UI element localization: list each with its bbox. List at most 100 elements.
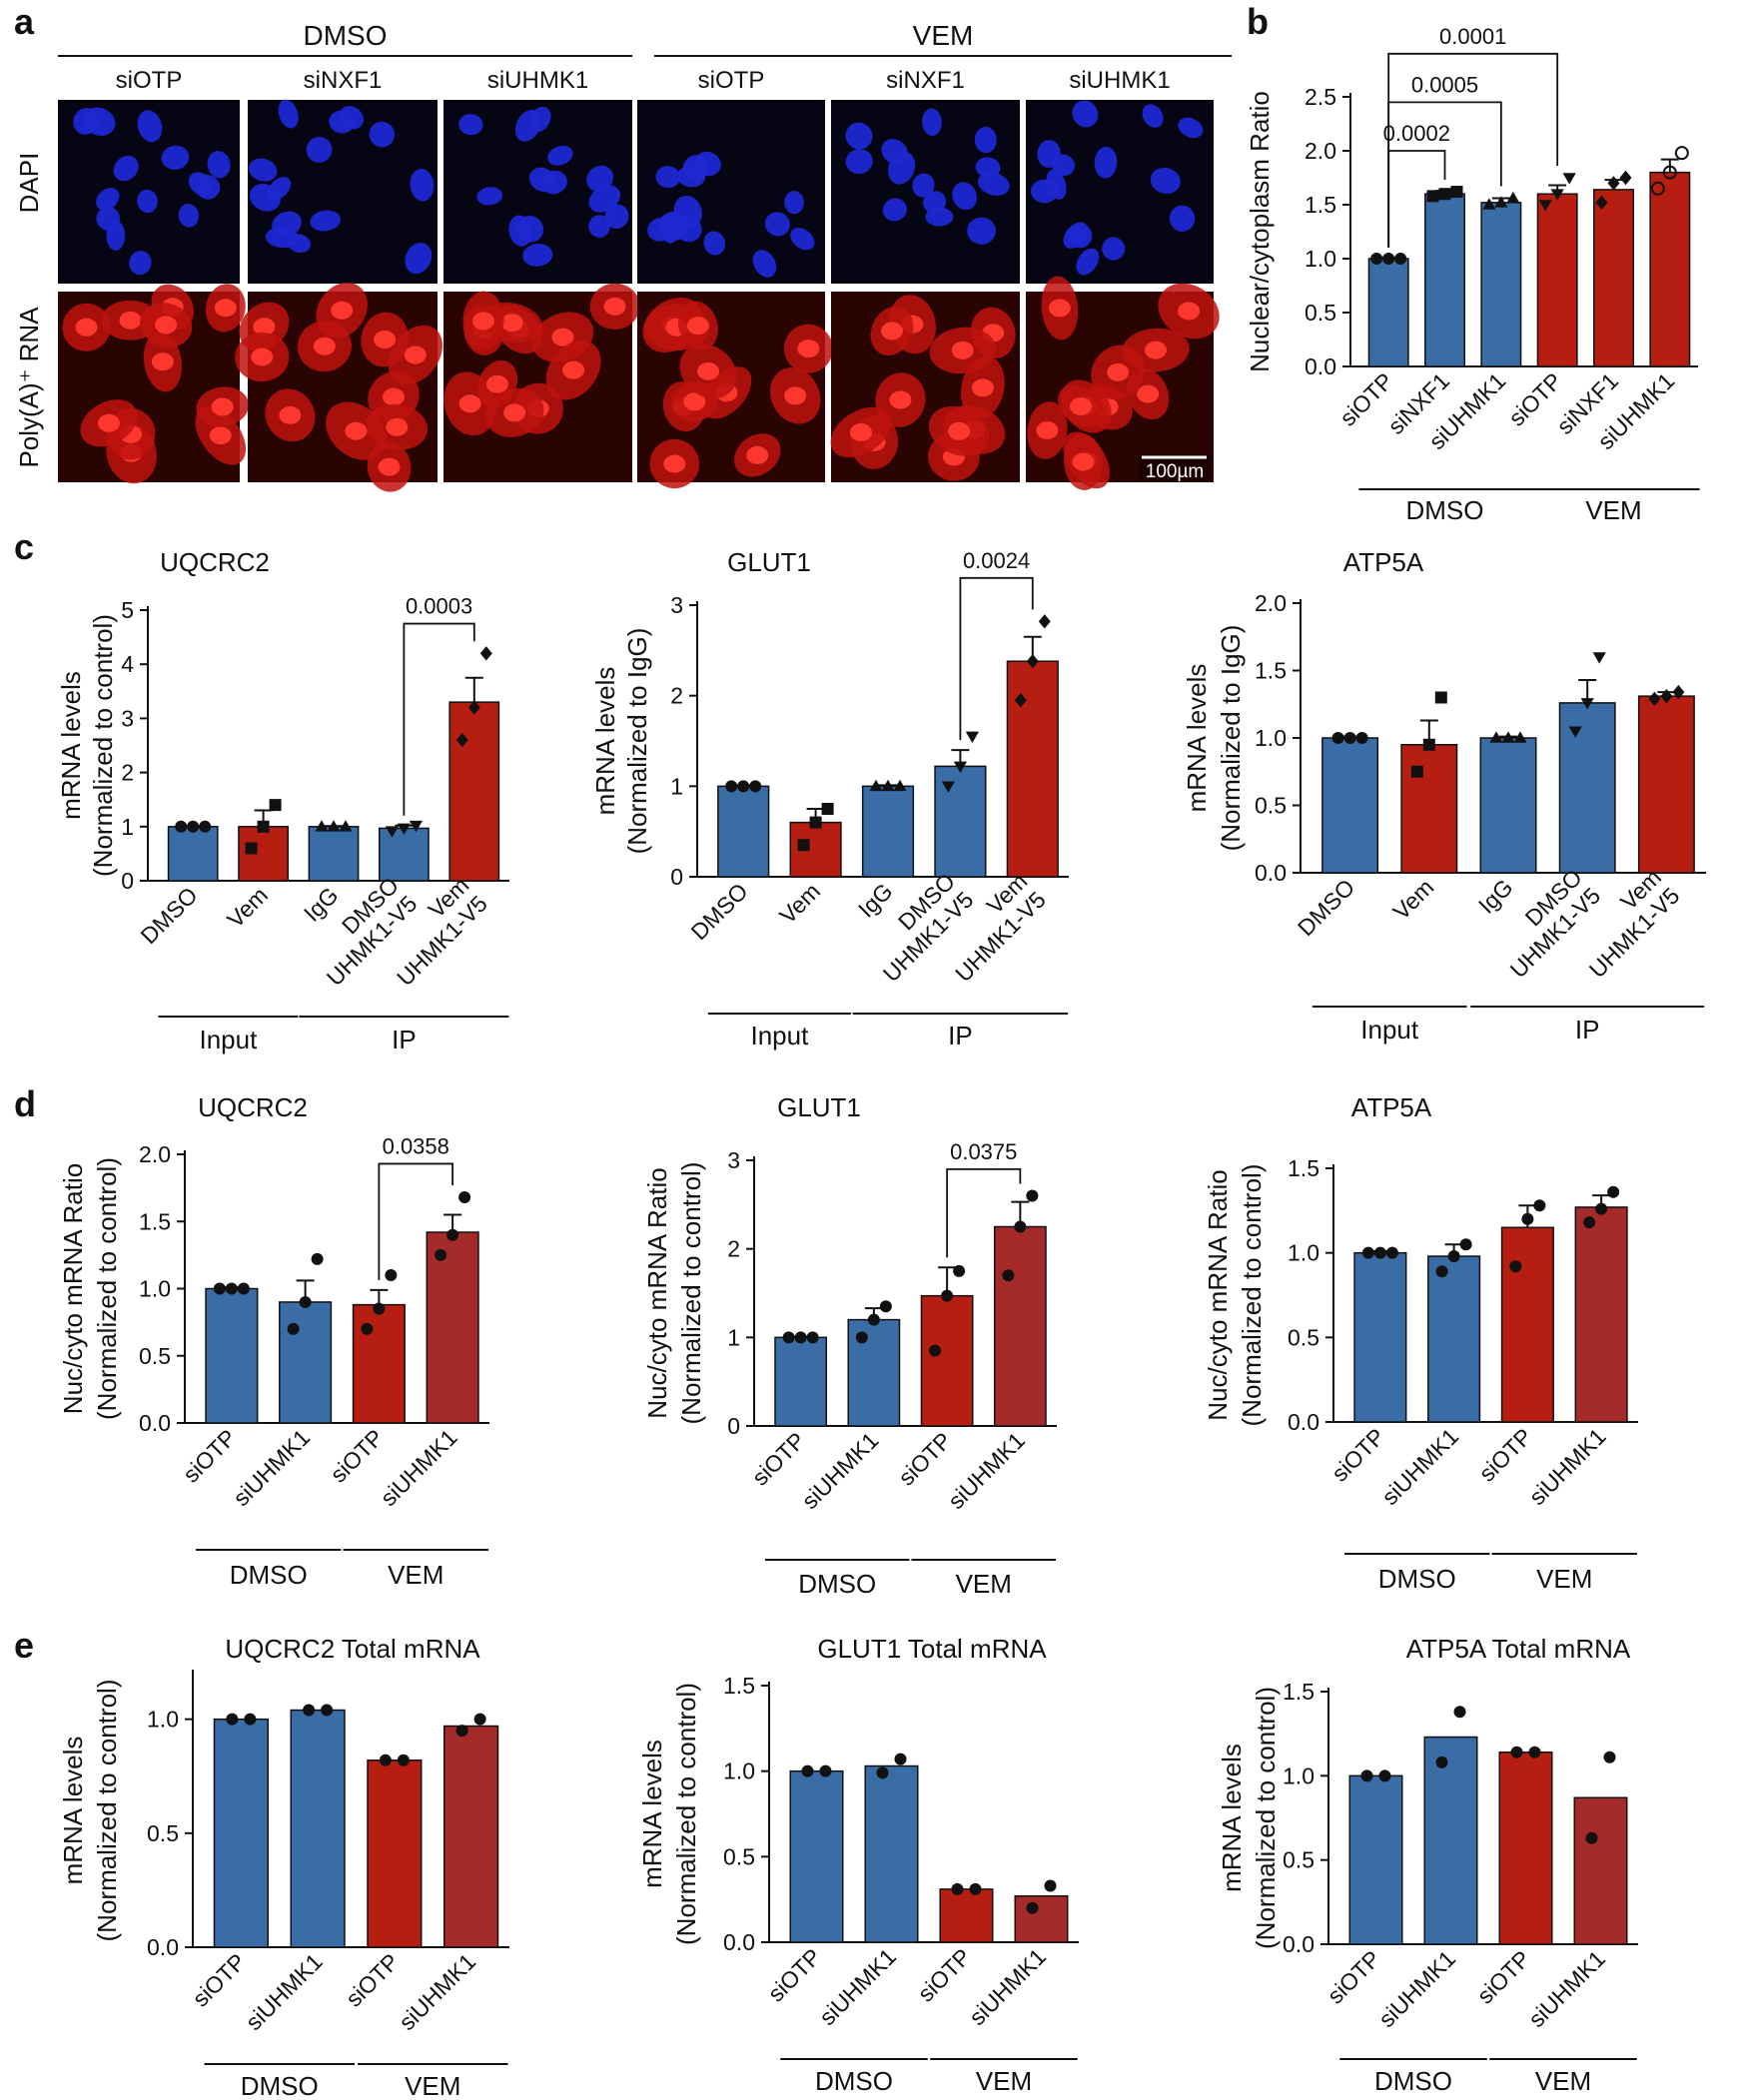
cell-nucleus <box>211 397 234 416</box>
data-point <box>1450 186 1463 199</box>
data-point <box>1501 731 1515 743</box>
data-point <box>1482 198 1496 210</box>
x-tick-label: siOTP <box>341 1948 405 2012</box>
chart-title: UQCRC2 Total mRNA <box>225 1634 480 1664</box>
x-tick-label: DMSO <box>136 882 203 949</box>
data-point <box>385 826 399 838</box>
data-point <box>379 1753 392 1766</box>
group-label: VEM <box>1535 2066 1591 2096</box>
data-point <box>311 1252 324 1265</box>
cell-nucleus <box>971 378 994 397</box>
y-tick-label: 0.5 <box>1288 1324 1319 1350</box>
y-axis-label: mRNA levels <box>58 1737 88 1885</box>
y-tick-label: 1.0 <box>147 1707 179 1733</box>
x-tick-label: Vem <box>222 882 273 933</box>
y-tick-label: 0.0 <box>723 1929 755 1955</box>
data-point <box>1510 1746 1523 1758</box>
data-point <box>782 1331 795 1344</box>
cell-nucleus <box>155 316 178 335</box>
data-point <box>797 839 810 852</box>
data-point <box>237 1282 250 1295</box>
data-point <box>458 1191 471 1204</box>
data-point <box>929 1344 942 1357</box>
cell-nucleus <box>889 390 912 409</box>
data-point <box>1435 1755 1448 1768</box>
dapi-image <box>443 100 632 284</box>
y-tick-label: 3 <box>727 1147 740 1173</box>
y-tick-label: 0 <box>727 1413 740 1439</box>
panel-label-d: d <box>14 1083 36 1124</box>
nucleus <box>586 165 614 192</box>
cell-nucleus <box>784 386 807 405</box>
y-tick-label: 2.0 <box>1255 590 1287 616</box>
cell-nucleus <box>383 387 406 406</box>
data-point <box>1506 191 1520 204</box>
data-point <box>1453 1706 1466 1719</box>
nucleus <box>588 215 610 238</box>
cell-nucleus <box>503 403 526 422</box>
chart-title: ATP5A <box>1351 1092 1432 1122</box>
group-label: DMSO <box>798 1569 876 1599</box>
data-point <box>479 646 492 661</box>
data-point <box>1648 691 1661 707</box>
data-point <box>1562 173 1576 185</box>
data-point <box>881 779 895 792</box>
y-axis-label: mRNA levels <box>1182 664 1212 813</box>
data-point <box>1378 1769 1391 1782</box>
data-point <box>737 780 750 793</box>
data-point <box>327 820 341 832</box>
y-tick-label: 0.0 <box>1283 1931 1314 1957</box>
y-axis-label: Nuc/cyto mRNA Ratio <box>642 1167 672 1418</box>
nucleus <box>974 126 997 154</box>
data-point <box>1595 195 1608 211</box>
data-point <box>199 820 212 833</box>
polya-image <box>1026 276 1220 490</box>
bar <box>934 765 987 878</box>
group-label: VEM <box>1536 1564 1592 1594</box>
data-point <box>1509 1260 1522 1273</box>
cell-nucleus <box>551 328 574 347</box>
data-point <box>1014 1220 1027 1233</box>
group-label: DMSO <box>241 2071 319 2100</box>
chart-panels: Nuclear/cytoplasm Ratio 0.0 0.5 1.0 1.5 2.0 2.… <box>56 24 1706 2100</box>
x-tick-label: siUHMK1 <box>228 1424 315 1511</box>
cell-nucleus <box>1036 420 1059 439</box>
bar <box>1500 1226 1554 1423</box>
data-point <box>1662 165 1677 180</box>
cell-nucleus <box>378 457 401 476</box>
bar <box>774 1336 828 1427</box>
data-point <box>1038 614 1051 629</box>
data-point <box>435 1248 447 1261</box>
data-point <box>1513 731 1527 743</box>
chart-b: Nuclear/cytoplasm Ratio 0.0 0.5 1.0 1.5 2.0 2.… <box>1245 24 1700 525</box>
nucleus <box>272 211 302 238</box>
nucleus <box>1072 100 1099 128</box>
cell-nucleus <box>313 337 336 355</box>
bar <box>1649 171 1691 367</box>
cell-nucleus <box>253 318 276 337</box>
y-axis-label-secondary: (Normalized to control) <box>88 614 118 877</box>
data-point <box>446 1228 459 1241</box>
data-point <box>1360 1769 1373 1782</box>
cell-nucleus <box>458 394 481 413</box>
y-axis-label-secondary: (Normalized to IgG) <box>622 628 652 855</box>
bar <box>367 1759 423 1948</box>
data-point <box>269 799 282 812</box>
group-label: VEM <box>1585 495 1641 525</box>
cell-nucleus <box>279 405 302 424</box>
x-tick-label: IgG <box>1473 874 1518 919</box>
y-tick-label: 0.0 <box>1288 1409 1319 1435</box>
data-point <box>257 820 270 833</box>
data-point <box>1002 1269 1015 1282</box>
bar <box>1353 1251 1407 1423</box>
cell-nucleus <box>1178 302 1201 321</box>
chart-c3: ATP5A mRNA levels (Normalized to IgG) 0.0 0.… <box>1182 547 1706 1045</box>
nucleus <box>310 210 342 232</box>
chart-e1: UQCRC2 Total mRNA mRNA levels (Normalized … <box>58 1634 509 2100</box>
group-label: IP <box>948 1021 973 1050</box>
panel-label-a: a <box>14 1 35 42</box>
data-point <box>1489 731 1503 743</box>
y-axis-label-secondary: (Normalized to control) <box>671 1683 701 1945</box>
p-value-label: 0.0005 <box>1411 72 1478 97</box>
